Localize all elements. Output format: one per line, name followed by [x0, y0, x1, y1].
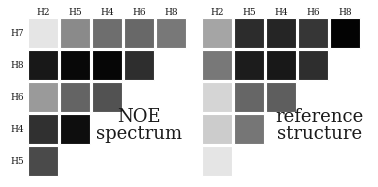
- Bar: [92, 50, 122, 80]
- Text: reference: reference: [275, 108, 364, 126]
- Bar: [266, 82, 296, 112]
- Bar: [124, 18, 154, 48]
- Text: spectrum: spectrum: [96, 125, 182, 143]
- Text: H5: H5: [10, 157, 24, 165]
- Text: H4: H4: [274, 8, 288, 17]
- Bar: [60, 82, 90, 112]
- Text: H5: H5: [68, 8, 82, 17]
- Text: H6: H6: [306, 8, 320, 17]
- Bar: [92, 18, 122, 48]
- Bar: [60, 114, 90, 144]
- Bar: [202, 114, 232, 144]
- Bar: [330, 18, 360, 48]
- Bar: [202, 82, 232, 112]
- Bar: [234, 114, 264, 144]
- Bar: [234, 82, 264, 112]
- Text: H2: H2: [210, 8, 224, 17]
- Text: H6: H6: [132, 8, 146, 17]
- Bar: [28, 82, 58, 112]
- Bar: [298, 50, 328, 80]
- Text: NOE: NOE: [117, 108, 161, 126]
- Bar: [234, 18, 264, 48]
- Text: H4: H4: [100, 8, 114, 17]
- Bar: [202, 50, 232, 80]
- Bar: [266, 50, 296, 80]
- Bar: [28, 146, 58, 176]
- Bar: [202, 18, 232, 48]
- Bar: [60, 18, 90, 48]
- Bar: [266, 18, 296, 48]
- Bar: [156, 18, 186, 48]
- Bar: [60, 50, 90, 80]
- Bar: [28, 114, 58, 144]
- Bar: [92, 82, 122, 112]
- Text: H2: H2: [36, 8, 50, 17]
- Text: H8: H8: [338, 8, 352, 17]
- Text: H6: H6: [10, 93, 24, 102]
- Bar: [124, 50, 154, 80]
- Text: H5: H5: [242, 8, 256, 17]
- Bar: [234, 50, 264, 80]
- Bar: [28, 18, 58, 48]
- Text: H7: H7: [10, 28, 24, 38]
- Bar: [298, 18, 328, 48]
- Bar: [202, 146, 232, 176]
- Text: H8: H8: [164, 8, 178, 17]
- Text: H8: H8: [10, 61, 24, 70]
- Text: H4: H4: [10, 125, 24, 134]
- Text: structure: structure: [277, 125, 362, 143]
- Bar: [28, 50, 58, 80]
